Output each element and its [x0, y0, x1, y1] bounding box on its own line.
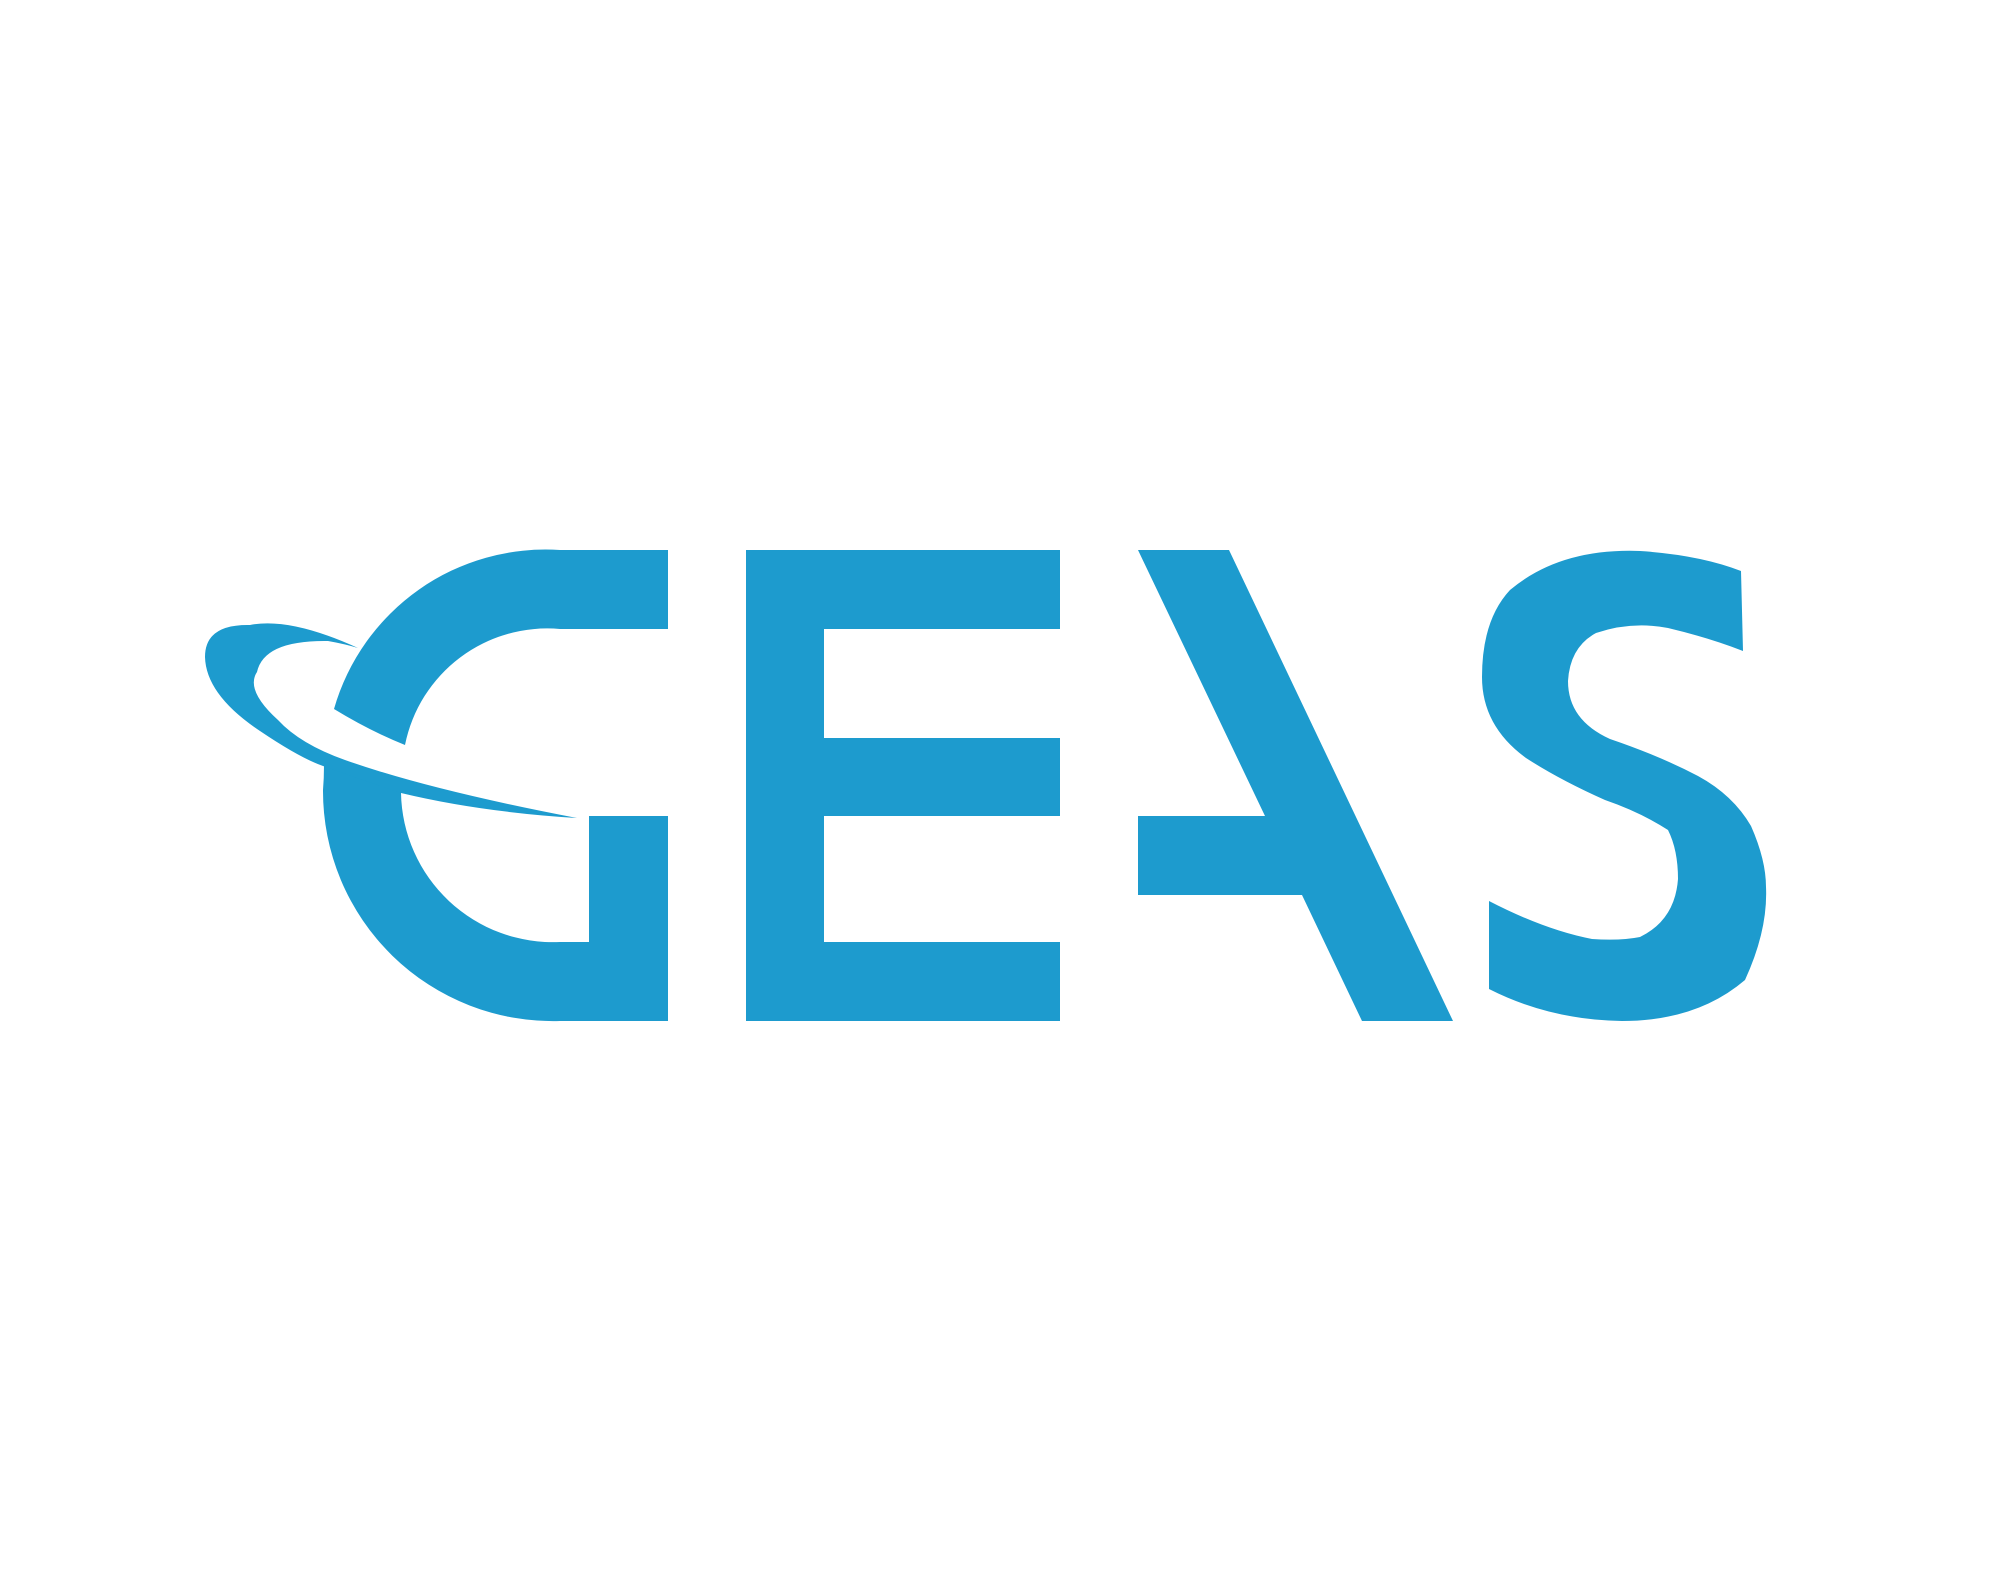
letter-g-lower [322, 765, 668, 1022]
letter-a [1138, 550, 1453, 1021]
orbit-swoosh [205, 623, 577, 818]
letter-e [746, 550, 1060, 1021]
logo-glyphs [205, 549, 1767, 1022]
letter-g [205, 549, 668, 1022]
letter-s [1482, 550, 1767, 1021]
letter-g-body [334, 549, 668, 745]
